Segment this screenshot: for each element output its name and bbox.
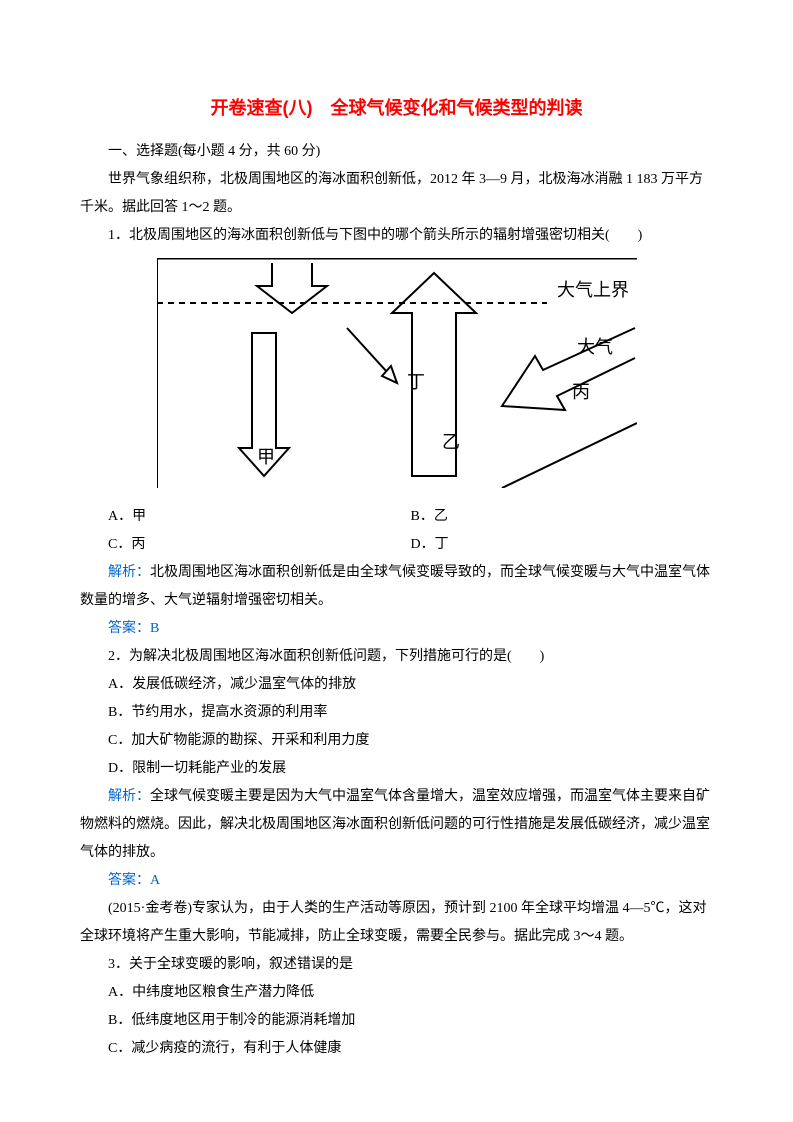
q3-option-b: B．低纬度地区用于制冷的能源消耗增加 [80,1007,713,1035]
q2-option-b: B．节约用水，提高水资源的利用率 [80,699,713,727]
question-1: 1．北极周围地区的海冰面积创新低与下图中的哪个箭头所示的辐射增强密切相关( ) [80,222,713,250]
page-title: 开卷速查(八) 全球气候变化和气候类型的判读 [80,90,713,126]
label-yi: 乙 [442,432,460,452]
answer-label: 答案： [108,621,150,636]
arrow-solar-incoming [257,263,327,313]
q1-options-row1: A．甲 B．乙 [80,503,713,531]
q1-answer: 答案：B [80,615,713,643]
q2-answer-value: A [150,873,160,888]
q2-analysis-text: 全球气候变暖主要是因为大气中温室气体含量增大，温室效应增强，而温室气体主要来自矿… [80,789,710,860]
q1-option-a: A．甲 [108,503,411,531]
label-ding: 丁 [407,372,425,392]
analysis-label: 解析： [108,565,150,580]
q1-option-b: B．乙 [411,503,714,531]
q1-option-d: D．丁 [411,531,714,559]
passage-intro-1: 世界气象组织称，北极周围地区的海冰面积创新低，2012 年 3—9 月，北极海冰… [80,166,713,222]
q3-option-c: C．减少病疫的流行，有利于人体健康 [80,1035,713,1063]
arrow-bing [502,328,635,410]
passage-intro-2: (2015·金考卷)专家认为，由于人类的生产活动等原因，预计到 2100 年全球… [80,895,713,951]
surface-slope [502,423,637,488]
q2-answer: 答案：A [80,867,713,895]
q1-analysis: 解析：北极周围地区海冰面积创新低是由全球气候变暖导致的，而全球气候变暖与大气中温… [80,559,713,615]
radiation-diagram: 大气上界 大气 丁 甲 乙 丙 [157,258,637,499]
arrow-ding [347,328,397,383]
q2-analysis: 解析：全球气候变暖主要是因为大气中温室气体含量增大，温室效应增强，而温室气体主要… [80,783,713,867]
question-3: 3．关于全球变暖的影响，叙述错误的是 [80,951,713,979]
label-bing: 丙 [572,382,590,402]
q2-option-a: A．发展低碳经济，减少温室气体的排放 [80,671,713,699]
question-2: 2．为解决北极周围地区海冰面积创新低问题，下列措施可行的是( ) [80,643,713,671]
label-jia: 甲 [257,447,275,467]
q3-option-a: A．中纬度地区粮食生产潜力降低 [80,979,713,1007]
q1-options-row2: C．丙 D．丁 [80,531,713,559]
q1-analysis-text: 北极周围地区海冰面积创新低是由全球气候变暖导致的，而全球气候变暖与大气中温室气体… [80,565,710,608]
q2-option-d: D．限制一切耗能产业的发展 [80,755,713,783]
analysis-label-2: 解析： [108,789,150,804]
label-top-atmosphere: 大气上界 [557,280,629,300]
section-heading: 一、选择题(每小题 4 分，共 60 分) [80,138,713,166]
answer-label-2: 答案： [108,873,150,888]
q1-answer-value: B [150,621,159,636]
q1-option-c: C．丙 [108,531,411,559]
q2-option-c: C．加大矿物能源的勘探、开采和利用力度 [80,727,713,755]
